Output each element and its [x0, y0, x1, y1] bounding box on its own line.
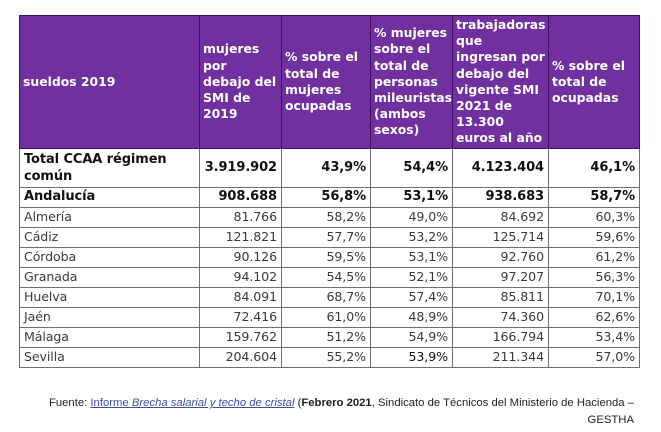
- row-name: Andalucía: [19, 186, 200, 208]
- cell-pct-mujeres-ocupadas: 58,2%: [281, 206, 371, 228]
- row-name: Jaén: [19, 306, 200, 328]
- cell-mujeres-debajo-smi: 81.766: [199, 206, 282, 228]
- header-sueldos-2019: sueldos 2019: [19, 15, 200, 149]
- table-row-andalucia: Andalucía 908.688 56,8% 53,1% 938.683 58…: [19, 186, 640, 208]
- table-row-total: Total CCAA régimen común 3.919.902 43,9%…: [19, 147, 640, 188]
- cell-mujeres-debajo-smi: 72.416: [199, 306, 282, 328]
- row-name: Cádiz: [19, 226, 200, 248]
- cell-pct-ocupadas: 58,7%: [548, 186, 640, 208]
- row-name: Córdoba: [19, 246, 200, 268]
- cell-trabajadoras-smi-2021: 211.344: [452, 346, 549, 368]
- cell-pct-ocupadas: 56,3%: [548, 266, 640, 288]
- cell-pct-mileuristas: 53,9%: [370, 346, 453, 368]
- cell-pct-mileuristas: 53,1%: [370, 246, 453, 268]
- table-row: Jaén 72.416 61,0% 48,9% 74.360 62,6%: [19, 306, 640, 328]
- cell-mujeres-debajo-smi: 159.762: [199, 326, 282, 348]
- source-note: Fuente: Informe Brecha salarial y techo …: [0, 395, 634, 429]
- table-row: Granada 94.102 54,5% 52,1% 97.207 56,3%: [19, 266, 640, 288]
- row-name: Total CCAA régimen común: [19, 147, 200, 188]
- cell-pct-mileuristas: 48,9%: [370, 306, 453, 328]
- table-body: Total CCAA régimen común 3.919.902 43,9%…: [19, 147, 640, 368]
- cell-pct-mileuristas: 53,1%: [370, 186, 453, 208]
- cell-pct-ocupadas: 53,4%: [548, 326, 640, 348]
- salary-table: sueldos 2019 mujeres por debajo del SMI …: [19, 15, 640, 368]
- header-row: sueldos 2019 mujeres por debajo del SMI …: [19, 15, 640, 149]
- cell-pct-ocupadas: 70,1%: [548, 286, 640, 308]
- cell-trabajadoras-smi-2021: 97.207: [452, 266, 549, 288]
- cell-pct-ocupadas: 59,6%: [548, 226, 640, 248]
- row-name: Huelva: [19, 286, 200, 308]
- cell-mujeres-debajo-smi: 84.091: [199, 286, 282, 308]
- header-pct-ocupadas: % sobre el total de ocupadas: [548, 15, 640, 149]
- row-name: Málaga: [19, 326, 200, 348]
- source-link-title: Brecha salarial y techo de cristal: [131, 397, 295, 409]
- source-line-1: Fuente: Informe Brecha salarial y techo …: [0, 395, 634, 412]
- cell-trabajadoras-smi-2021: 166.794: [452, 326, 549, 348]
- cell-trabajadoras-smi-2021: 74.360: [452, 306, 549, 328]
- cell-pct-mujeres-ocupadas: 54,5%: [281, 266, 371, 288]
- cell-trabajadoras-smi-2021: 92.760: [452, 246, 549, 268]
- cell-trabajadoras-smi-2021: 84.692: [452, 206, 549, 228]
- header-trabajadoras-smi-2021: trabajadoras que ingresan por debajo del…: [452, 15, 549, 149]
- cell-mujeres-debajo-smi: 90.126: [199, 246, 282, 268]
- cell-pct-mujeres-ocupadas: 59,5%: [281, 246, 371, 268]
- cell-pct-ocupadas: 61,2%: [548, 246, 640, 268]
- cell-pct-mileuristas: 52,1%: [370, 266, 453, 288]
- table-row: Huelva 84.091 68,7% 57,4% 85.811 70,1%: [19, 286, 640, 308]
- cell-pct-ocupadas: 46,1%: [548, 147, 640, 188]
- cell-pct-ocupadas: 62,6%: [548, 306, 640, 328]
- cell-pct-mujeres-ocupadas: 56,8%: [281, 186, 371, 208]
- cell-trabajadoras-smi-2021: 4.123.404: [452, 147, 549, 188]
- cell-pct-ocupadas: 60,3%: [548, 206, 640, 228]
- salary-table-container: sueldos 2019 mujeres por debajo del SMI …: [19, 15, 640, 368]
- cell-mujeres-debajo-smi: 908.688: [199, 186, 282, 208]
- source-report-link[interactable]: Informe Brecha salarial y techo de crist…: [90, 397, 294, 409]
- cell-pct-mujeres-ocupadas: 55,2%: [281, 346, 371, 368]
- cell-pct-mujeres-ocupadas: 61,0%: [281, 306, 371, 328]
- cell-pct-mujeres-ocupadas: 51,2%: [281, 326, 371, 348]
- cell-pct-mileuristas: 57,4%: [370, 286, 453, 308]
- row-name: Granada: [19, 266, 200, 288]
- cell-mujeres-debajo-smi: 94.102: [199, 266, 282, 288]
- source-paren: (: [294, 397, 302, 409]
- cell-pct-mileuristas: 49,0%: [370, 206, 453, 228]
- cell-pct-mileuristas: 54,4%: [370, 147, 453, 188]
- cell-trabajadoras-smi-2021: 938.683: [452, 186, 549, 208]
- cell-mujeres-debajo-smi: 204.604: [199, 346, 282, 368]
- cell-pct-mileuristas: 54,9%: [370, 326, 453, 348]
- source-publisher: , Sindicato de Técnicos del Ministerio d…: [371, 397, 634, 409]
- source-line-2: GESTHA: [587, 414, 634, 426]
- cell-pct-ocupadas: 57,0%: [548, 346, 640, 368]
- table-row: Málaga 159.762 51,2% 54,9% 166.794 53,4%: [19, 326, 640, 348]
- header-pct-mujeres-ocupadas: % sobre el total de mujeres ocupadas: [281, 15, 371, 149]
- source-link-text: Informe: [90, 397, 132, 409]
- cell-trabajadoras-smi-2021: 85.811: [452, 286, 549, 308]
- source-prefix: Fuente:: [48, 397, 91, 409]
- table-header: sueldos 2019 mujeres por debajo del SMI …: [19, 15, 640, 149]
- table-row: Almería 81.766 58,2% 49,0% 84.692 60,3%: [19, 206, 640, 228]
- source-date: Febrero 2021: [301, 397, 372, 409]
- header-pct-mileuristas: % mujeres sobre el total de personas mil…: [370, 15, 453, 149]
- table-row: Sevilla 204.604 55,2% 53,9% 211.344 57,0…: [19, 346, 640, 368]
- cell-pct-mujeres-ocupadas: 68,7%: [281, 286, 371, 308]
- cell-pct-mujeres-ocupadas: 57,7%: [281, 226, 371, 248]
- cell-mujeres-debajo-smi: 3.919.902: [199, 147, 282, 188]
- cell-trabajadoras-smi-2021: 125.714: [452, 226, 549, 248]
- table-row: Cádiz 121.821 57,7% 53,2% 125.714 59,6%: [19, 226, 640, 248]
- header-mujeres-debajo-smi: mujeres por debajo del SMI de 2019: [199, 15, 282, 149]
- table-row: Córdoba 90.126 59,5% 53,1% 92.760 61,2%: [19, 246, 640, 268]
- row-name: Almería: [19, 206, 200, 228]
- cell-mujeres-debajo-smi: 121.821: [199, 226, 282, 248]
- row-name: Sevilla: [19, 346, 200, 368]
- cell-pct-mujeres-ocupadas: 43,9%: [281, 147, 371, 188]
- cell-pct-mileuristas: 53,2%: [370, 226, 453, 248]
